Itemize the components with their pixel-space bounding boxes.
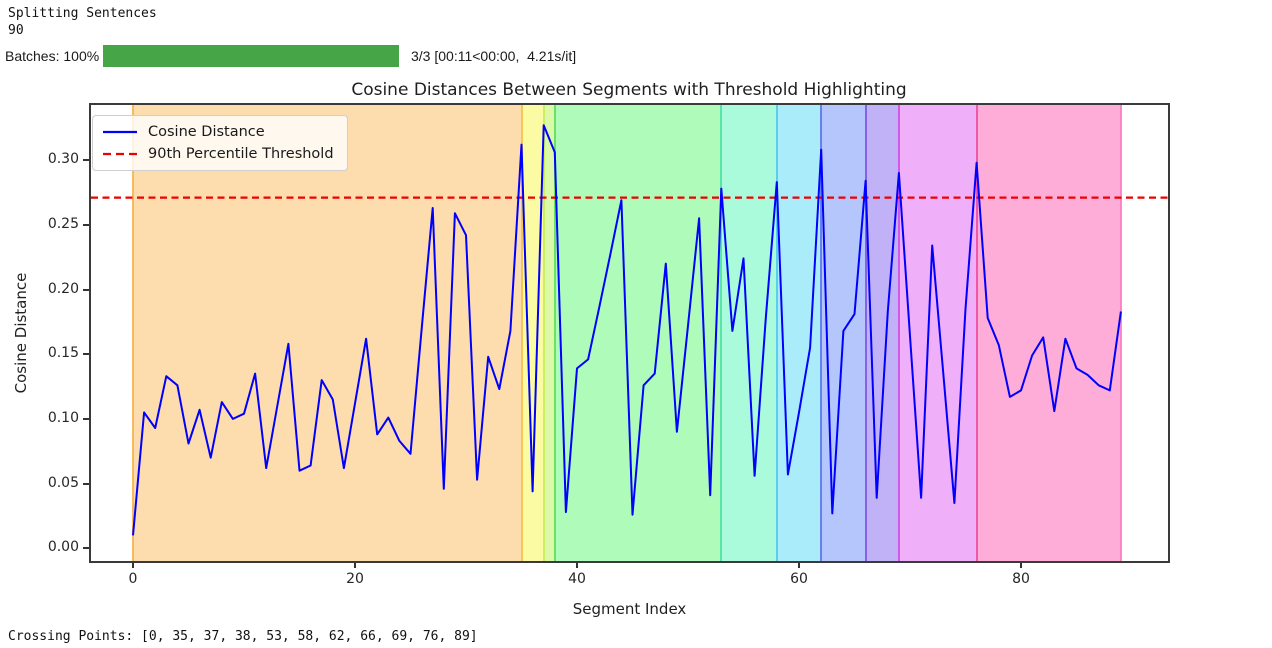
region-35-37 [521, 103, 544, 563]
region-37-38 [543, 103, 555, 563]
axes-frame [89, 103, 1170, 563]
y-tick-mark-0.25 [83, 223, 89, 226]
y-tick-mark-0.15 [83, 353, 89, 356]
legend-solid-line-swatch [103, 130, 137, 134]
y-tick-mark-0.05 [83, 482, 89, 485]
x-tick-label-20: 20 [346, 571, 364, 587]
crossing-line-62 [820, 103, 823, 563]
region-76-89 [976, 103, 1121, 563]
cosine-distance-line [132, 124, 1122, 536]
x-tick-mark-40 [576, 563, 578, 568]
region-53-58 [721, 103, 777, 563]
x-tick-mark-0 [132, 563, 134, 568]
progress-bar-fill [103, 45, 399, 67]
legend-item-threshold: 90th Percentile Threshold [102, 143, 334, 165]
y-tick-label-0.10: 0.10 [47, 409, 79, 426]
x-tick-mark-80 [1020, 563, 1022, 568]
legend-label-cosine-distance: Cosine Distance [148, 124, 265, 140]
y-tick-mark-0.30 [83, 159, 89, 162]
y-tick-label-0.30: 0.30 [47, 151, 79, 168]
y-tick-mark-0.10 [83, 417, 89, 420]
y-tick-label-0.20: 0.20 [47, 280, 79, 297]
legend-dashed-line-swatch [103, 152, 137, 156]
y-axis-label: Cosine Distance [12, 272, 30, 394]
y-tick-mark-0.20 [83, 288, 89, 291]
chart-title: Cosine Distances Between Segments with T… [351, 80, 907, 100]
crossing-line-69 [897, 103, 900, 563]
legend: Cosine Distance 90th Percentile Threshol… [92, 115, 348, 171]
progress-label: Batches: 100% [5, 48, 100, 64]
y-tick-label-0.25: 0.25 [47, 215, 79, 232]
crossing-line-35 [520, 103, 523, 563]
y-tick-mark-0.00 [83, 547, 89, 550]
crossing-line-58 [775, 103, 778, 563]
progress-bar-track [103, 45, 399, 67]
region-58-62 [776, 103, 822, 563]
x-tick-label-60: 60 [790, 571, 808, 587]
x-tick-mark-20 [354, 563, 356, 568]
crossing-line-37 [542, 103, 545, 563]
crossing-line-76 [975, 103, 978, 563]
legend-item-cosine-distance: Cosine Distance [102, 121, 334, 143]
crossing-points-text: Crossing Points: [0, 35, 37, 38, 53, 58,… [8, 629, 478, 644]
legend-label-threshold: 90th Percentile Threshold [148, 146, 334, 162]
crossing-line-38 [553, 103, 556, 563]
plot-svg [89, 103, 1170, 563]
crossing-line-53 [720, 103, 723, 563]
y-tick-label-0.00: 0.00 [47, 539, 79, 556]
console-line-count: 90 [8, 23, 24, 38]
crossing-line-0 [132, 103, 134, 563]
crossing-line-66 [864, 103, 867, 563]
axes: Cosine Distance 90th Percentile Threshol… [12, 103, 1170, 618]
progress-stats: 3/3 [00:11<00:00, 4.21s/it] [411, 48, 577, 64]
crossing-line-89 [1119, 103, 1122, 563]
x-tick-label-80: 80 [1012, 571, 1030, 587]
y-tick-label-0.05: 0.05 [47, 474, 79, 491]
x-tick-label-0: 0 [128, 571, 138, 587]
x-tick-mark-60 [798, 563, 800, 568]
region-38-53 [554, 103, 722, 563]
x-axis-label: Segment Index [572, 600, 687, 618]
region-0-35 [133, 103, 522, 563]
x-tick-label-40: 40 [568, 571, 586, 587]
batches-progress-row: Batches: 100% 3/3 [00:11<00:00, 4.21s/it… [0, 45, 1272, 67]
console-line-splitting-sentences: Splitting Sentences [8, 6, 157, 21]
y-tick-label-0.15: 0.15 [47, 345, 79, 362]
